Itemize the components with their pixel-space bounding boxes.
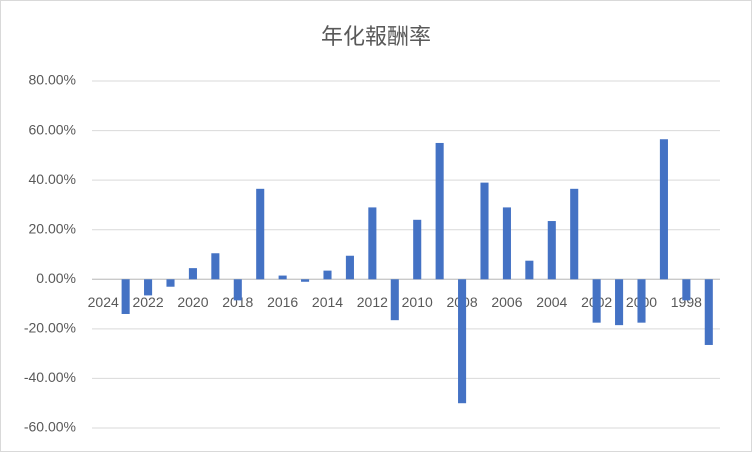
bar (547, 221, 556, 280)
y-tick-label: 80.00% (29, 72, 76, 88)
bar (637, 279, 646, 323)
y-tick-label: 20.00% (29, 220, 76, 236)
bar (413, 219, 422, 280)
bar (458, 279, 467, 404)
y-tick-label: 0.00% (36, 270, 76, 286)
bar (480, 182, 489, 280)
chart-title: 年化報酬率 (321, 25, 431, 50)
bar (368, 207, 377, 280)
bar (301, 279, 310, 282)
bar (121, 279, 130, 314)
bar (233, 279, 242, 301)
bar (211, 253, 220, 280)
bar (615, 279, 624, 326)
x-tick-label: 2022 (132, 294, 163, 310)
x-tick-label: 2012 (357, 294, 388, 310)
bar (278, 275, 287, 280)
y-tick-label: 60.00% (29, 121, 76, 137)
bar (525, 260, 534, 280)
bar (166, 279, 175, 287)
bar (659, 139, 668, 280)
x-tick-label: 2024 (88, 294, 119, 310)
bar (345, 255, 354, 280)
x-tick-label: 2004 (536, 294, 567, 310)
x-tick-label: 2010 (402, 294, 433, 310)
y-tick-label: -20.00% (24, 320, 76, 336)
bar (256, 188, 265, 280)
x-tick-label: 2016 (267, 294, 298, 310)
bar (592, 279, 601, 323)
bar (144, 279, 153, 296)
bar (390, 279, 399, 321)
bar (570, 188, 579, 280)
bar (704, 279, 713, 345)
y-tick-label: -40.00% (24, 369, 76, 385)
y-tick-label: -60.00% (24, 419, 76, 435)
bar (323, 270, 332, 280)
bar (188, 268, 197, 280)
x-tick-label: 2018 (222, 294, 253, 310)
bar (502, 207, 511, 280)
x-tick-label: 2020 (177, 294, 208, 310)
bar (435, 142, 444, 280)
bar (682, 279, 691, 301)
x-tick-label: 1998 (671, 294, 702, 310)
x-tick-label: 2006 (491, 294, 522, 310)
x-tick-label: 2014 (312, 294, 343, 310)
y-tick-label: 40.00% (29, 171, 76, 187)
